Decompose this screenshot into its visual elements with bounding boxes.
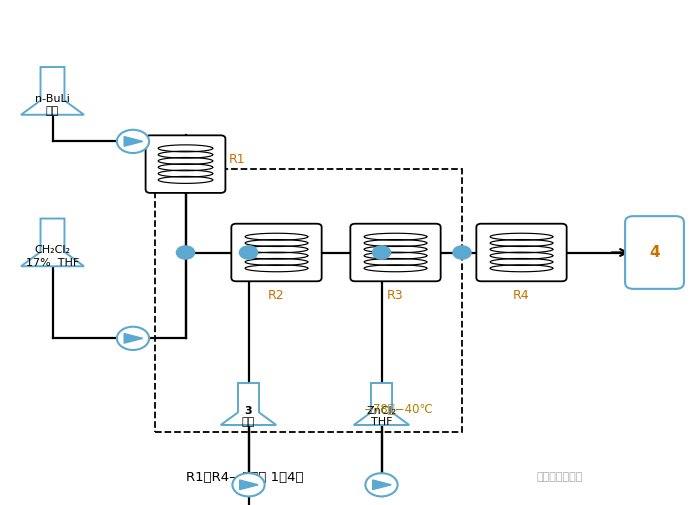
FancyBboxPatch shape <box>350 224 441 281</box>
Circle shape <box>117 130 149 153</box>
Polygon shape <box>124 137 143 146</box>
Text: R1～R4—反应器 1～4。: R1～R4—反应器 1～4。 <box>186 471 304 484</box>
Circle shape <box>176 246 195 259</box>
Circle shape <box>453 246 471 259</box>
FancyBboxPatch shape <box>476 224 567 281</box>
Text: THF: THF <box>371 417 392 427</box>
Circle shape <box>239 246 258 259</box>
Polygon shape <box>220 383 276 425</box>
FancyBboxPatch shape <box>231 224 322 281</box>
Text: 3: 3 <box>245 406 252 416</box>
Text: 制药工艺与装备: 制药工艺与装备 <box>537 472 583 482</box>
FancyBboxPatch shape <box>625 216 684 289</box>
Text: ZnCl₂: ZnCl₂ <box>366 406 397 416</box>
Text: 4: 4 <box>649 245 660 260</box>
Text: R3: R3 <box>387 289 404 302</box>
Polygon shape <box>21 67 84 115</box>
FancyBboxPatch shape <box>146 135 225 193</box>
Text: n-BuLi: n-BuLi <box>35 94 70 104</box>
Text: R4: R4 <box>513 289 530 302</box>
Polygon shape <box>124 334 143 343</box>
Circle shape <box>372 246 391 259</box>
Text: CH₂Cl₂: CH₂Cl₂ <box>34 245 71 256</box>
Text: R2: R2 <box>268 289 285 302</box>
Text: −78～−40℃: −78～−40℃ <box>364 402 434 416</box>
Polygon shape <box>354 383 410 425</box>
Polygon shape <box>21 219 84 266</box>
Polygon shape <box>372 480 391 489</box>
Polygon shape <box>239 480 258 489</box>
Text: R1: R1 <box>229 153 246 166</box>
Text: 17%  THF: 17% THF <box>26 258 79 268</box>
Text: 庚烷: 庚烷 <box>242 417 255 427</box>
Circle shape <box>117 327 149 350</box>
Circle shape <box>232 473 265 496</box>
Text: 已烷: 已烷 <box>46 106 59 116</box>
Circle shape <box>365 473 398 496</box>
